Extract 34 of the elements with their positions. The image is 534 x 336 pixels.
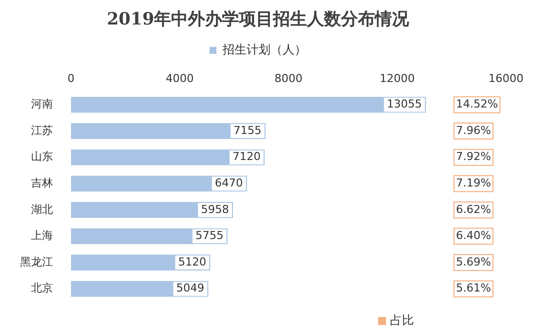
data-label: 6470	[214, 176, 243, 190]
text: 占比	[390, 312, 414, 329]
annotation: 7.96%	[456, 124, 491, 137]
y-tick-label: 江苏	[31, 124, 53, 137]
x-tick-label: 8000	[274, 72, 302, 85]
bar	[71, 96, 426, 113]
y-tick-label: 湖北	[31, 202, 53, 216]
annotation: 14.52%	[456, 98, 498, 111]
data-label: 7120	[232, 150, 261, 164]
annotation: 6.40%	[456, 229, 491, 242]
annotation: 6.62%	[456, 202, 491, 216]
bar	[71, 123, 266, 139]
legend-label: 招生计划（人）	[222, 42, 306, 57]
chart-title: 2019年中外办学项目招生人数分布情况	[106, 10, 410, 30]
annotation: 7.19%	[456, 176, 491, 190]
y-tick-label: 黑龙江	[20, 255, 53, 268]
data-label: 5049	[176, 282, 204, 295]
y-tick-label: 河南	[31, 98, 53, 111]
data-label: 5120	[178, 255, 206, 268]
data-label: 5958	[200, 202, 229, 216]
annotation: 5.61%	[456, 282, 491, 295]
annotation: 7.92%	[456, 150, 491, 164]
y-tick-label: 上海	[31, 229, 53, 242]
x-tick-label: 4000	[166, 72, 194, 85]
data-label: 7155	[234, 124, 262, 137]
x-tick-label: 0	[68, 72, 74, 85]
annotation: 5.69%	[456, 255, 491, 268]
x-tick-label: 12000	[380, 72, 415, 85]
x-tick-label: 16000	[488, 72, 524, 85]
y-tick-label: 北京	[31, 282, 53, 295]
y-tick-label: 山东	[31, 150, 53, 164]
data-label: 13055	[386, 98, 422, 111]
data-label: 5755	[195, 229, 224, 242]
y-tick-label: 吉林	[31, 176, 53, 190]
